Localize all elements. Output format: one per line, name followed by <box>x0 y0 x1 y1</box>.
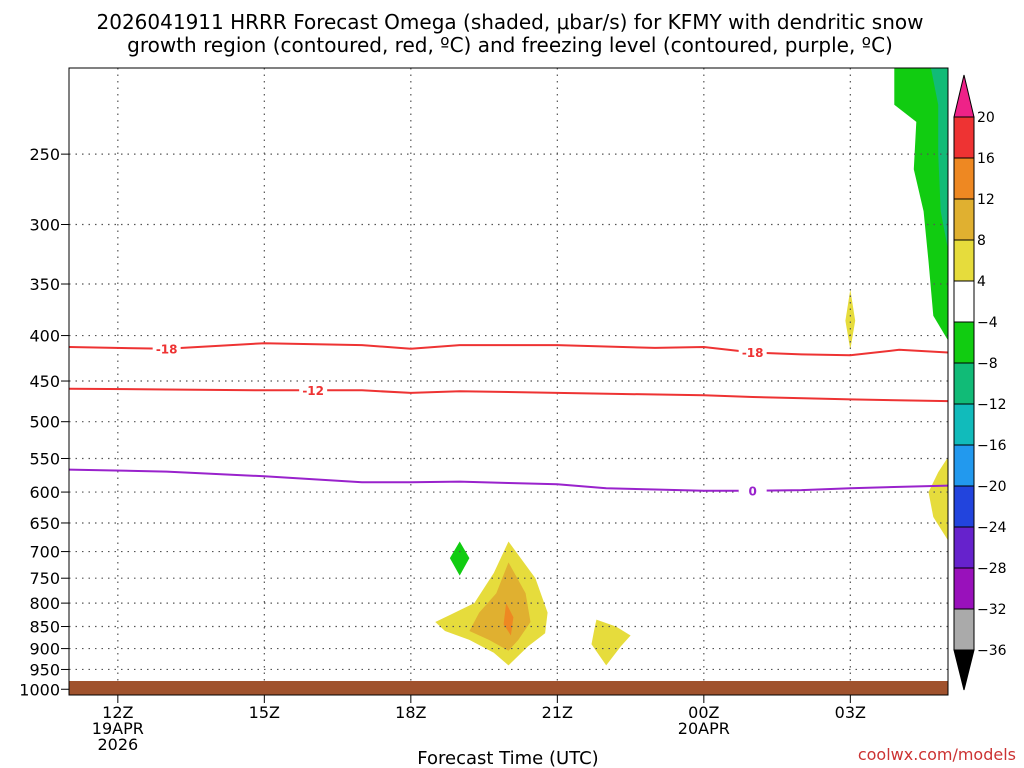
colorbar-label-1: 16 <box>977 151 995 167</box>
x-tick-line-24-0: 00Z <box>688 703 719 722</box>
y-tick-label-250: 250 <box>29 145 60 164</box>
y-tick-label-900: 900 <box>29 640 60 659</box>
colorbar-box-4 <box>953 239 975 282</box>
colorbar-label-10: −24 <box>977 520 1007 536</box>
omega-4-to-8-upper-cell <box>845 289 856 350</box>
y-tick-label-700: 700 <box>29 543 60 562</box>
y-tick-label-400: 400 <box>29 327 60 346</box>
omega-8-to-12-main-cell <box>469 562 531 651</box>
omega-colorbar: 20 16 12 8 4 −4 −8 −12 −16 −20 −24 −28 −32 −36 <box>953 74 1007 691</box>
colorbar-box-2 <box>953 157 975 200</box>
y-tick-label-500: 500 <box>29 413 60 432</box>
dgz-minus-12-label-bg-0 <box>299 383 328 398</box>
y-tick-label-850: 850 <box>29 618 60 637</box>
colorbar-box-5 <box>953 280 975 323</box>
colorbar-bottom-arrow <box>953 649 975 691</box>
dgz-minus-18-label-bg-0 <box>152 341 181 356</box>
omega-12-to-16-main-cell <box>503 603 514 636</box>
colorbar-box-10 <box>953 485 975 528</box>
dgz-minus-18-label-1: -18 <box>742 346 764 360</box>
freezing-level-line <box>68 468 949 492</box>
y-tick-label-950: 950 <box>29 660 60 679</box>
colorbar-top-arrow <box>953 74 975 118</box>
x-tick-line-15-0: 15Z <box>249 703 280 722</box>
x-tick-line-12-0: 12Z <box>102 703 133 722</box>
y-tick-label-800: 800 <box>29 594 60 613</box>
omega-minus-4-to-minus-8-upper <box>894 68 948 341</box>
colorbar-label-11: −28 <box>977 561 1007 577</box>
chart-title-line-2: growth region (contoured, red, ºC) and f… <box>127 33 893 57</box>
dgz-minus-18-line <box>68 342 949 357</box>
y-tick-label-550: 550 <box>29 449 60 468</box>
colorbar-box-13 <box>953 608 975 651</box>
x-tick-line-12-2: 2026 <box>97 735 138 754</box>
x-tick-label-21: 21Z <box>542 703 573 722</box>
colorbar-label-12: −32 <box>977 602 1007 618</box>
freezing-level-label-0: 0 <box>748 484 756 498</box>
colorbar-label-4: 4 <box>977 274 986 290</box>
colorbar-box-3 <box>953 198 975 241</box>
x-tick-label-15: 15Z <box>249 703 280 722</box>
colorbar-box-7 <box>953 362 975 405</box>
omega-4-to-8-right-edge <box>928 457 948 541</box>
y-tick-label-300: 300 <box>29 216 60 235</box>
ground-bar <box>69 681 948 695</box>
colorbar-label-7: −12 <box>977 397 1007 413</box>
dgz-minus-12-line <box>68 387 949 403</box>
x-tick-label-18: 18Z <box>395 703 426 722</box>
colorbar-box-12 <box>953 567 975 610</box>
x-tick-line-12-1: 19APR <box>92 719 144 738</box>
dgz-minus-12-label-0: -12 <box>302 384 324 398</box>
time-axis: 12Z 19APR 2026 15Z 18Z 21Z 00Z 20APR 03Z <box>92 695 866 754</box>
x-tick-line-27-0: 03Z <box>835 703 866 722</box>
colorbar-label-2: 12 <box>977 192 995 208</box>
colorbar-box-9 <box>953 444 975 487</box>
x-tick-line-18-0: 18Z <box>395 703 426 722</box>
dotted-grid <box>69 68 948 695</box>
credit-text: coolwx.com/models <box>858 745 1016 764</box>
omega-4-to-8-small-cell <box>591 619 631 666</box>
colorbar-box-1 <box>953 116 975 159</box>
dgz-minus-18-label-0: -18 <box>156 342 178 356</box>
y-tick-label-450: 450 <box>29 372 60 391</box>
pressure-axis: 250 300 350 400 450 500 550 600 650 700 750 800 850 9… <box>19 145 69 699</box>
colorbar-label-3: 8 <box>977 233 986 249</box>
omega-minus-8-to-minus-12-upper <box>930 68 948 250</box>
colorbar-box-6 <box>953 321 975 364</box>
x-tick-line-21-0: 21Z <box>542 703 573 722</box>
chart-title-line-1: 2026041911 HRRR Forecast Omega (shaded, … <box>97 10 924 34</box>
colorbar-label-0: 20 <box>977 110 995 126</box>
x-tick-label-27: 03Z <box>835 703 866 722</box>
x-axis-label: Forecast Time (UTC) <box>417 748 598 768</box>
x-tick-label-24: 00Z 20APR <box>678 703 730 738</box>
y-tick-label-650: 650 <box>29 514 60 533</box>
x-tick-label-12: 12Z 19APR 2026 <box>92 703 144 754</box>
freezing-level-label-bg-0 <box>738 483 767 498</box>
colorbar-box-8 <box>953 403 975 446</box>
omega-minus-4-to-minus-8-lower-cell <box>449 541 470 576</box>
x-tick-line-24-1: 20APR <box>678 719 730 738</box>
y-tick-label-750: 750 <box>29 569 60 588</box>
colorbar-label-9: −20 <box>977 479 1007 495</box>
colorbar-label-8: −16 <box>977 438 1007 454</box>
dgz-minus-18-label-bg-1 <box>738 345 767 360</box>
omega-shading-layer <box>435 68 948 666</box>
colorbar-label-6: −8 <box>977 356 998 372</box>
y-tick-label-1000: 1000 <box>19 680 60 699</box>
y-tick-label-350: 350 <box>29 275 60 294</box>
y-tick-label-600: 600 <box>29 483 60 502</box>
colorbar-box-11 <box>953 526 975 569</box>
colorbar-label-13: −36 <box>977 643 1007 659</box>
contour-layer: -18 -18 -12 0 <box>68 341 949 498</box>
colorbar-label-5: −4 <box>977 315 998 331</box>
